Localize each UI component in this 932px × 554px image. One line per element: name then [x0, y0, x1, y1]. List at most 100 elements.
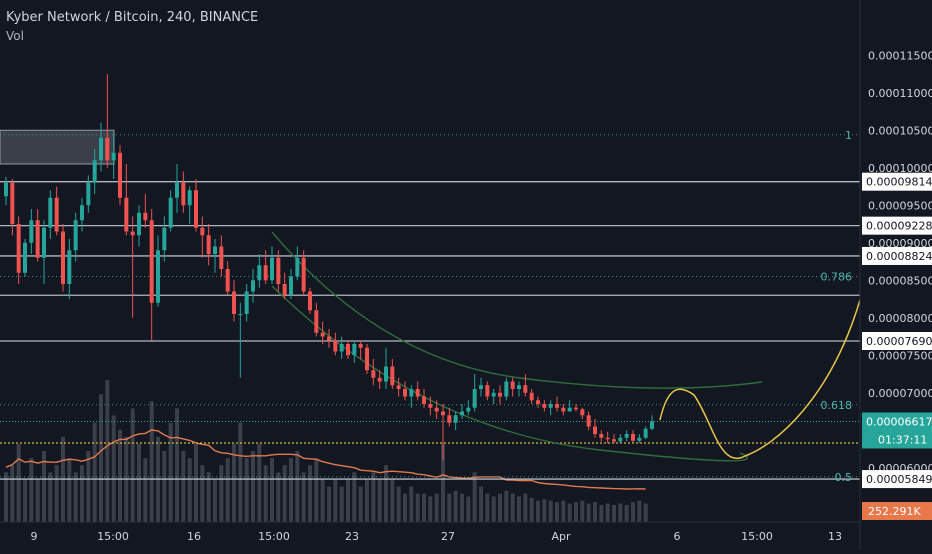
candle-body — [320, 332, 325, 337]
candle-body — [314, 310, 319, 333]
candle — [162, 216, 167, 262]
candle — [536, 396, 540, 408]
price-tag: 0.00007690 — [862, 332, 932, 350]
candle-body — [567, 407, 572, 412]
price-tag-bg — [862, 172, 932, 191]
candle — [453, 411, 458, 431]
volume-tag: 252.291K — [862, 502, 932, 520]
price-tag-text: 0.00009228 — [866, 220, 932, 233]
candle — [624, 430, 629, 442]
candle — [650, 415, 654, 431]
volume-bar — [491, 496, 496, 522]
candle — [238, 302, 243, 378]
volume-bar — [542, 499, 547, 522]
candle-body — [466, 407, 471, 412]
candle — [466, 400, 471, 416]
candle-body — [232, 291, 236, 314]
candle-body — [403, 389, 407, 397]
volume-bar — [428, 496, 433, 522]
volume-bar — [352, 472, 357, 522]
candle-body — [485, 385, 490, 397]
candle — [631, 430, 635, 443]
volume-bar — [618, 503, 623, 522]
volume-bar — [143, 458, 148, 522]
candle-body — [143, 212, 148, 221]
volume-bar — [580, 500, 585, 522]
candle — [118, 145, 122, 206]
volume-bar — [16, 443, 21, 522]
volume-bar — [219, 465, 224, 522]
volume-bar — [453, 490, 458, 522]
volume-bar — [23, 479, 27, 522]
volume-tag-bg — [862, 502, 932, 520]
candle — [517, 381, 521, 397]
candle-body — [536, 400, 540, 404]
candle — [574, 404, 578, 412]
candle-body — [137, 212, 141, 236]
candle-body — [168, 197, 173, 228]
candle — [434, 400, 439, 419]
candle-body — [396, 385, 401, 389]
candle — [225, 261, 230, 296]
candle-body — [175, 182, 179, 198]
candle — [637, 434, 642, 443]
x-tick-label: 16 — [187, 530, 201, 543]
price-tag: 0.00008824 — [862, 246, 932, 265]
candle-body — [181, 182, 186, 206]
volume-bar — [333, 479, 338, 522]
volume-bar — [371, 472, 376, 522]
volume-bar — [555, 502, 559, 522]
volume-bar — [206, 472, 211, 522]
volume-bar — [529, 497, 534, 522]
volume-bar — [479, 486, 483, 522]
volume-bar — [105, 380, 110, 522]
volume-bar — [187, 458, 192, 522]
candle — [599, 430, 604, 442]
candle-body — [73, 220, 78, 251]
candle — [612, 434, 616, 444]
candle — [542, 400, 547, 412]
candle-body — [92, 160, 97, 183]
candle-body — [67, 250, 72, 284]
candle — [479, 377, 483, 397]
volume-bar — [485, 493, 490, 522]
candle-body — [257, 265, 262, 281]
candle-body — [599, 434, 604, 438]
candle-body — [327, 336, 331, 341]
candle-body — [491, 392, 496, 397]
candle — [80, 197, 84, 232]
x-tick-label: 6 — [674, 530, 681, 543]
candle-body — [441, 411, 445, 416]
volume-bar — [390, 479, 395, 522]
y-tick-label: 0.00008500 — [868, 274, 932, 287]
y-tick-label: 0.00011500 — [868, 49, 932, 62]
candle-body — [295, 257, 300, 277]
volume-bar — [586, 503, 591, 522]
candle-body — [548, 404, 553, 408]
candle-body — [453, 415, 458, 423]
candle — [308, 287, 312, 314]
volume-bar — [232, 443, 236, 522]
y-tick-label: 0.00011000 — [868, 87, 932, 100]
candle — [390, 359, 395, 389]
candle — [156, 235, 160, 307]
candle-body — [422, 396, 426, 404]
candle — [352, 340, 357, 363]
candle — [447, 407, 452, 427]
projection-curve — [659, 299, 861, 460]
candle-body — [498, 392, 502, 397]
volume-bar — [320, 479, 325, 522]
candle-body — [149, 220, 154, 303]
fib-label: 0.786 — [821, 271, 853, 284]
candle-body — [593, 426, 597, 434]
fib-label: 0.5 — [835, 471, 853, 484]
volume-bar — [510, 493, 515, 522]
candle — [358, 340, 363, 359]
candle-body — [263, 265, 268, 281]
candle-body — [194, 190, 198, 228]
volume-bar — [339, 486, 344, 522]
y-tick-label: 0.00010500 — [868, 124, 932, 137]
